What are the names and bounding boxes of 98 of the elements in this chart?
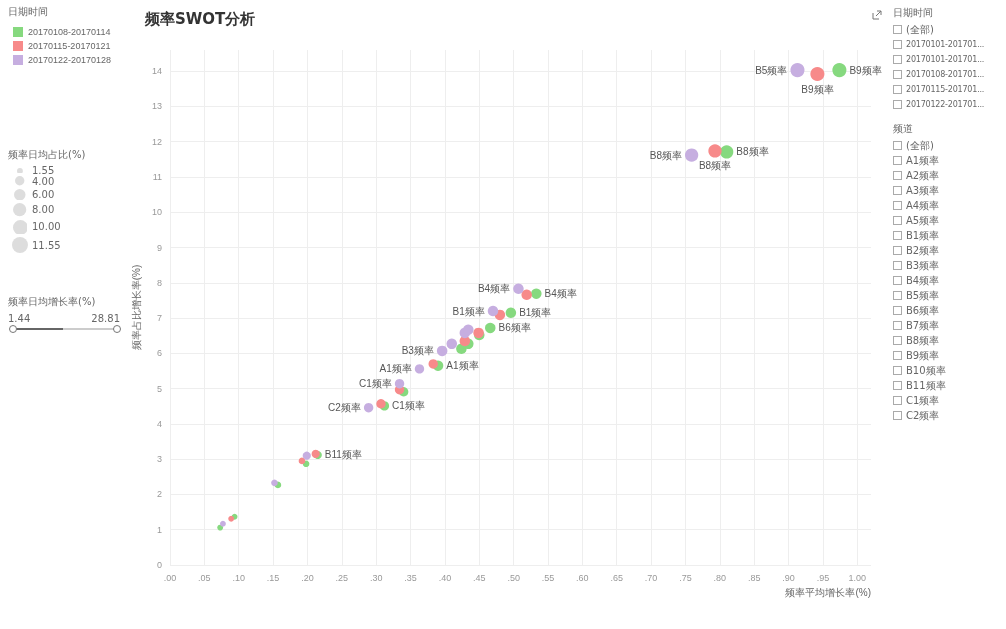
text: 频道 (893, 122, 914, 136)
annotation: B6频率 (498, 322, 531, 334)
text: B2频率 (906, 243, 940, 258)
text: B6频率 (906, 303, 940, 318)
annotation: A1频率 (379, 363, 412, 375)
text: 频率日均增长率(%) (8, 294, 97, 309)
legend-label: 6.00 (32, 188, 55, 200)
text: A1频率 (906, 153, 940, 168)
annotation: B9频率 (849, 64, 882, 76)
annotation: C2频率 (328, 402, 361, 414)
x-tick-label: .05 (198, 572, 211, 583)
text: 20170115-201701... (906, 85, 985, 94)
text: A5频率 (906, 213, 940, 228)
annotation: A1频率 (446, 360, 479, 372)
x-tick-label: .65 (610, 572, 623, 583)
annotation: C1频率 (359, 378, 392, 390)
annotation: C1频率 (392, 400, 425, 412)
text: B9频率 (906, 348, 940, 363)
x-tick-label: .60 (576, 572, 589, 583)
x-tick-label: .40 (438, 572, 452, 583)
y-axis-title: 频率占比增长率(%) (130, 264, 142, 351)
legend-label: 20170115-20170121 (28, 41, 111, 51)
x-tick-label: .30 (369, 572, 383, 583)
x-tick-label: .25 (335, 572, 349, 583)
x-tick-label: .80 (713, 572, 727, 583)
annotation: B8频率 (736, 146, 769, 158)
x-tick-label: .00 (163, 572, 177, 583)
annotation: B1频率 (519, 307, 552, 319)
y-tick-label: 13 (151, 101, 162, 112)
text: B4频率 (906, 273, 940, 288)
x-tick-label: .20 (301, 572, 314, 583)
x-tick-label: .85 (747, 572, 761, 583)
annotation: B3频率 (401, 345, 434, 357)
text: B10频率 (906, 363, 946, 378)
legend-label: 4.00 (32, 175, 55, 187)
text: B7频率 (906, 318, 940, 333)
text: 20170122-201701... (906, 100, 985, 109)
y-tick-label: 7 (156, 313, 162, 324)
y-tick-label: 8 (156, 277, 162, 288)
x-tick-label: .35 (404, 572, 417, 583)
y-tick-label: 1 (156, 524, 162, 535)
annotation: B9频率 (801, 83, 834, 95)
y-tick-label: 11 (152, 171, 162, 182)
annotation: B1频率 (452, 305, 485, 317)
y-tick-label: 0 (156, 560, 162, 570)
x-tick-label: .70 (644, 572, 658, 583)
text: B3频率 (906, 258, 940, 273)
annotation: B4频率 (477, 283, 511, 295)
legend-label: 8.00 (32, 204, 55, 216)
annotation: B11频率 (324, 449, 362, 461)
x-tick-label: .75 (679, 572, 692, 583)
y-tick-label: 6 (156, 348, 162, 359)
text: (全部) (906, 22, 934, 37)
annotation: B8频率 (649, 149, 682, 161)
text: 日期时间 (893, 6, 934, 20)
y-tick-label: 4 (156, 418, 162, 429)
x-tick-label: .50 (507, 572, 520, 583)
text: 20170101-201701... (906, 55, 985, 64)
annotation: B4频率 (544, 288, 577, 300)
x-tick-label: .15 (266, 572, 280, 583)
text: (全部) (906, 138, 934, 153)
y-tick-label: 3 (156, 454, 162, 465)
y-tick-label: 10 (151, 207, 162, 218)
annotation: B5频率 (755, 64, 788, 76)
x-tick-label: .95 (816, 572, 830, 583)
text: 20170108-201701... (906, 70, 985, 79)
y-tick-label: 2 (156, 489, 162, 500)
text: A4频率 (906, 198, 940, 213)
text: A2频率 (906, 168, 940, 183)
legend-label: 11.55 (32, 239, 61, 251)
x-axis-title: 频率平均增长率(%) (785, 586, 871, 598)
text: 频率日均占比(%) (8, 148, 87, 162)
x-tick-label: 1.00 (848, 572, 867, 583)
annotation: B8频率 (698, 160, 732, 172)
text: C2频率 (906, 408, 940, 423)
x-tick-label: .90 (782, 572, 795, 583)
text: 28.81 (91, 312, 120, 324)
text: A3频率 (906, 183, 940, 198)
text: B1频率 (906, 228, 940, 243)
legend-label: 1.55 (32, 164, 55, 176)
y-tick-label: 12 (151, 136, 162, 147)
text: C1频率 (906, 393, 940, 408)
y-tick-label: 5 (156, 383, 162, 394)
text: B5频率 (906, 288, 940, 303)
y-tick-label: 14 (151, 66, 162, 77)
legend-title: 日期时间 (8, 5, 48, 17)
text: B11频率 (906, 378, 946, 393)
text: B8频率 (906, 333, 940, 348)
x-tick-label: .10 (232, 572, 245, 583)
y-tick-label: 9 (156, 242, 162, 253)
legend-label: 20170122-20170128 (28, 55, 112, 65)
legend-label: 10.00 (32, 221, 61, 233)
x-tick-label: .45 (473, 572, 486, 583)
text: 20170101-201701... (906, 40, 985, 49)
legend-label: 20170108-20170114 (28, 27, 111, 37)
text: 1.44 (8, 312, 31, 324)
chart-title: 频率SWOT分析 (144, 9, 256, 28)
x-tick-label: .55 (541, 572, 555, 583)
